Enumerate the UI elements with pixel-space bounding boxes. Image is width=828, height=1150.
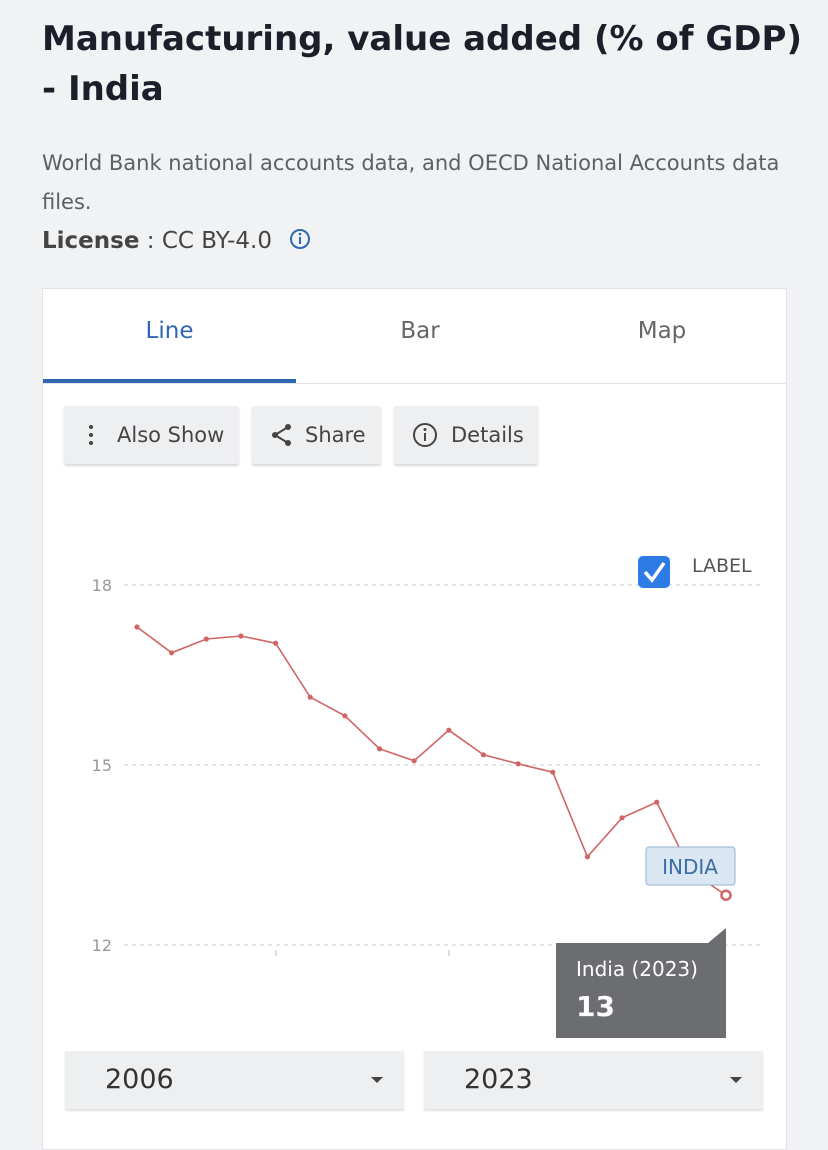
data-point <box>515 761 521 767</box>
select-value: 2006 <box>105 1064 174 1095</box>
data-point <box>411 758 417 764</box>
tab-divider <box>43 383 786 384</box>
also-show-button[interactable]: Also Show <box>64 406 239 464</box>
data-point <box>376 746 383 752</box>
series-line <box>136 626 727 896</box>
caret <box>371 1077 383 1083</box>
end-year-select[interactable]: 2023 <box>424 1051 763 1109</box>
details-button[interactable]: Details <box>394 406 538 464</box>
tooltip-title: India (2023) <box>576 957 698 981</box>
data-point <box>238 633 244 639</box>
button-label: Also Show <box>117 423 225 447</box>
tab[interactable]: Bar <box>400 318 440 344</box>
tooltip-box <box>556 928 726 1038</box>
y-tick-label: 18 <box>92 576 112 595</box>
button-label: Share <box>305 423 366 447</box>
menu-icon <box>89 425 93 445</box>
info-icon[interactable] <box>289 228 311 250</box>
y-tick-label: 15 <box>92 756 112 775</box>
checkbox-label: LABEL <box>692 555 752 577</box>
info-icon <box>413 423 437 447</box>
license-label: License <box>42 228 140 254</box>
data-point <box>134 624 140 630</box>
share-button[interactable]: Share <box>252 406 381 464</box>
license-value: CC BY-4.0 <box>161 228 272 254</box>
data-point <box>342 713 348 719</box>
data-point <box>480 752 487 758</box>
share-icon <box>272 424 291 446</box>
start-year-select[interactable]: 2006 <box>65 1051 404 1109</box>
data-point <box>619 815 625 821</box>
data-point <box>169 650 175 656</box>
checkbox[interactable] <box>638 556 670 588</box>
chart: 12 15 18 INDIA India (2023) 13 LABEL <box>92 555 760 1038</box>
caret <box>730 1077 742 1083</box>
data-point <box>272 640 279 646</box>
button-label: Details <box>451 423 524 447</box>
data-point <box>203 636 209 642</box>
data-point <box>446 727 452 733</box>
data-point <box>720 889 732 901</box>
source-text: World Bank national accounts data, and O… <box>42 151 780 214</box>
tooltip-value: 13 <box>576 990 615 1023</box>
license: License : CC BY-4.0 <box>42 228 311 254</box>
tab[interactable]: Map <box>637 318 687 344</box>
series-label: INDIA <box>662 855 718 879</box>
data-point <box>584 854 591 860</box>
tab[interactable]: Line <box>43 289 296 383</box>
checkmark <box>643 561 666 583</box>
select-value: 2023 <box>464 1064 533 1095</box>
license-separator: : <box>146 228 155 254</box>
data-point <box>307 694 313 700</box>
y-tick-label: 12 <box>92 936 112 955</box>
series-label-box <box>645 846 736 886</box>
data-point <box>550 769 556 775</box>
data-point <box>654 799 660 805</box>
page-title: Manufacturing, value added (% of GDP) - … <box>42 19 802 109</box>
